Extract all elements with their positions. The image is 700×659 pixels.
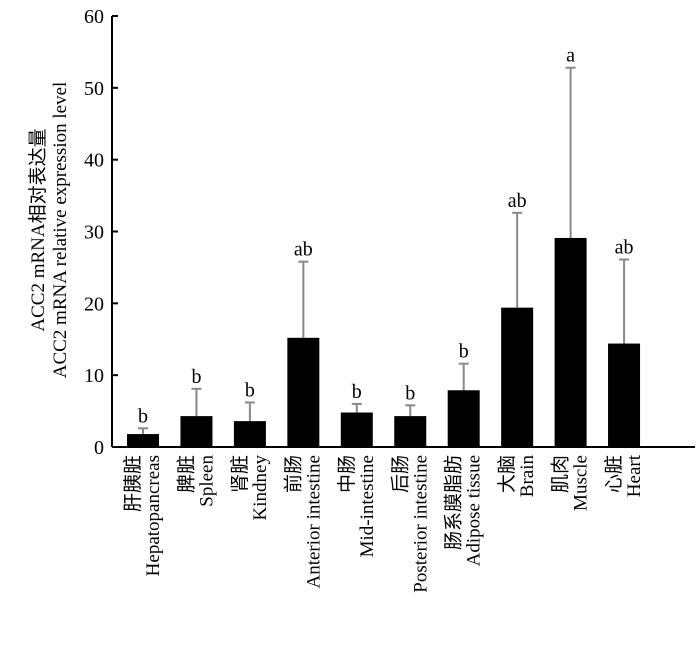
bar — [554, 237, 587, 447]
significance-label: ab — [508, 190, 527, 212]
x-tick-label-en: Muscle — [571, 455, 592, 511]
y-tick-label: 0 — [94, 437, 104, 459]
significance-label: b — [459, 341, 469, 363]
x-tick-label-en: Hepatopancreas — [143, 455, 164, 576]
significance-label: b — [352, 381, 362, 403]
x-tick-label-zh: 大脑 — [496, 455, 518, 493]
significance-label: ab — [615, 237, 634, 259]
y-axis-title-line2: ACC2 mRNA relative expression level — [50, 82, 71, 379]
bar — [127, 434, 159, 447]
x-tick-label-en: Kindney — [250, 455, 271, 521]
x-tick-labels: 肝胰脏 Hepatopancreas 脾脏 Spleen 肾脏 Kindney 前肠 Ante… — [122, 454, 645, 592]
y-tick-label: 30 — [84, 222, 104, 244]
x-tick-label-en: Spleen — [196, 455, 217, 507]
y-axis-title-line1: ACC2 mRNA相对表达量 — [27, 128, 49, 331]
significance-label: b — [245, 379, 255, 401]
x-tick-label-en: Adipose tissue — [464, 455, 485, 566]
bars — [127, 237, 641, 447]
significance-label: b — [405, 382, 415, 404]
y-tick-label: 10 — [84, 365, 104, 387]
y-axis: 0 10 20 30 40 50 60 — [84, 6, 118, 459]
bar — [447, 390, 480, 447]
x-tick-label-en: Posterior intestine — [410, 455, 431, 593]
bar — [180, 416, 213, 447]
bar — [501, 307, 534, 447]
x-tick-label-en: Heart — [624, 454, 645, 497]
y-axis-title: ACC2 mRNA相对表达量 ACC2 mRNA relative expres… — [27, 82, 71, 379]
y-tick-label: 40 — [84, 150, 104, 172]
bar — [608, 343, 641, 447]
significance-label: b — [138, 405, 148, 427]
y-tick-label: 50 — [84, 78, 104, 100]
x-tick-label-zh: 脾脏 — [175, 455, 197, 493]
x-tick-label-zh: 肠系膜脂肪 — [443, 455, 465, 550]
x-tick-label-zh: 肌肉 — [550, 455, 572, 493]
x-tick-label-zh: 肝胰脏 — [122, 455, 144, 512]
significance-labels: b b b ab b b b ab a ab — [138, 45, 633, 428]
error-bars — [138, 66, 630, 435]
x-tick-label-zh: 后肠 — [389, 455, 411, 493]
x-tick-label-en: Brain — [517, 455, 538, 498]
bar — [394, 416, 427, 447]
bar — [233, 421, 266, 447]
bar — [287, 337, 320, 447]
bar — [340, 412, 373, 447]
x-tick-label-en: Anterior intestine — [303, 455, 324, 589]
x-tick-label-zh: 前肠 — [282, 455, 304, 493]
y-tick-label: 60 — [84, 6, 104, 28]
significance-label: a — [566, 45, 575, 67]
x-tick-label-zh: 中肠 — [336, 455, 358, 493]
x-tick-label-zh: 肾脏 — [229, 455, 251, 493]
significance-label: ab — [294, 239, 313, 261]
x-tick-label-en: Mid-intestine — [357, 455, 378, 557]
y-tick-label: 20 — [84, 293, 104, 315]
significance-label: b — [191, 366, 201, 388]
x-tick-label-zh: 心脏 — [603, 455, 625, 493]
